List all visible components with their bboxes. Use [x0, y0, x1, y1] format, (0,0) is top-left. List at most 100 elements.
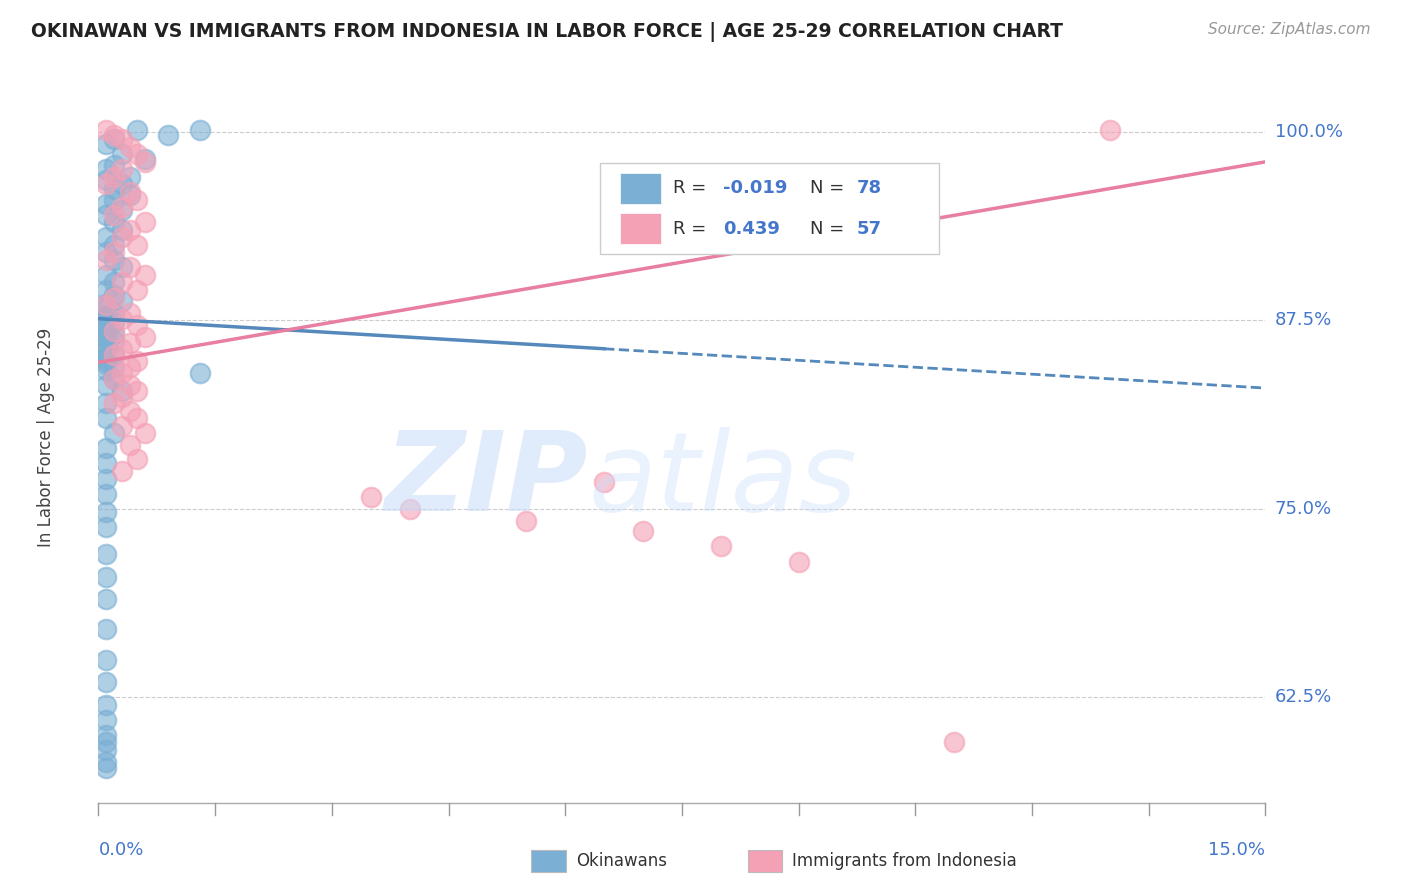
Text: 78: 78	[858, 179, 882, 197]
Point	[103, 237, 125, 252]
Text: R =: R =	[672, 179, 711, 197]
Point	[134, 215, 156, 229]
Point	[103, 396, 125, 410]
Point	[127, 452, 149, 467]
Point	[96, 342, 118, 356]
Point	[96, 411, 118, 425]
Point	[96, 735, 118, 749]
Point	[593, 475, 616, 489]
Point	[96, 208, 118, 222]
Text: 0.0%: 0.0%	[98, 840, 143, 858]
Point	[96, 520, 118, 534]
Point	[96, 245, 118, 260]
Point	[103, 132, 125, 146]
Point	[96, 698, 118, 712]
FancyBboxPatch shape	[748, 849, 782, 872]
Point	[96, 471, 118, 485]
Point	[96, 324, 118, 338]
Point	[515, 514, 537, 528]
Point	[118, 378, 141, 392]
Point	[360, 490, 382, 504]
Point	[96, 623, 118, 637]
Point	[103, 291, 125, 305]
Point	[103, 372, 125, 386]
Point	[96, 331, 118, 345]
Point	[96, 378, 118, 392]
Point	[710, 540, 733, 554]
Point	[111, 366, 134, 380]
Point	[96, 162, 118, 177]
Point	[127, 318, 149, 332]
Point	[96, 311, 118, 326]
Point	[103, 215, 125, 229]
Text: OKINAWAN VS IMMIGRANTS FROM INDONESIA IN LABOR FORCE | AGE 25-29 CORRELATION CHA: OKINAWAN VS IMMIGRANTS FROM INDONESIA IN…	[31, 22, 1063, 42]
Point	[96, 230, 118, 244]
Point	[96, 344, 118, 359]
Point	[96, 320, 118, 334]
Point	[103, 193, 125, 207]
Point	[118, 359, 141, 374]
Point	[96, 592, 118, 607]
Point	[111, 162, 134, 177]
Point	[118, 403, 141, 417]
Point	[96, 569, 118, 583]
FancyBboxPatch shape	[620, 173, 661, 203]
Point	[111, 342, 134, 356]
Point	[103, 372, 125, 386]
Point	[103, 252, 125, 267]
Point	[118, 185, 141, 199]
Point	[96, 442, 118, 456]
Point	[96, 457, 118, 471]
Text: Immigrants from Indonesia: Immigrants from Indonesia	[793, 852, 1017, 870]
Point	[127, 411, 149, 425]
Point	[96, 296, 118, 310]
Point	[111, 418, 134, 433]
Point	[118, 188, 141, 202]
Point	[96, 357, 118, 371]
Point	[111, 276, 134, 290]
Point	[96, 298, 118, 312]
Point	[96, 675, 118, 690]
Point	[127, 123, 149, 137]
Point	[111, 147, 134, 161]
Point	[96, 268, 118, 282]
Point	[127, 147, 149, 161]
Point	[96, 354, 118, 368]
Text: 0.439: 0.439	[723, 219, 780, 237]
Point	[134, 154, 156, 169]
Point	[103, 324, 125, 338]
Text: R =: R =	[672, 219, 711, 237]
Point	[111, 223, 134, 237]
Point	[103, 334, 125, 349]
Point	[127, 193, 149, 207]
Point	[1098, 123, 1121, 137]
Point	[96, 309, 118, 323]
Text: 15.0%: 15.0%	[1208, 840, 1265, 858]
Text: atlas: atlas	[589, 427, 858, 534]
Point	[111, 178, 134, 192]
FancyBboxPatch shape	[531, 849, 565, 872]
Point	[96, 328, 118, 343]
Point	[96, 743, 118, 757]
Point	[111, 203, 134, 218]
Point	[103, 287, 125, 301]
Point	[943, 735, 966, 749]
Point	[96, 486, 118, 500]
Point	[111, 260, 134, 275]
Point	[134, 152, 156, 166]
Text: 100.0%: 100.0%	[1275, 123, 1343, 141]
Point	[103, 276, 125, 290]
Text: 87.5%: 87.5%	[1275, 311, 1331, 329]
Point	[188, 123, 211, 137]
Point	[111, 464, 134, 478]
Point	[103, 128, 125, 142]
Point	[103, 169, 125, 184]
Point	[96, 339, 118, 353]
Point	[103, 426, 125, 441]
Point	[96, 728, 118, 742]
Point	[96, 197, 118, 211]
Point	[118, 438, 141, 452]
Point	[103, 348, 125, 362]
Point	[96, 713, 118, 727]
Point	[96, 283, 118, 297]
